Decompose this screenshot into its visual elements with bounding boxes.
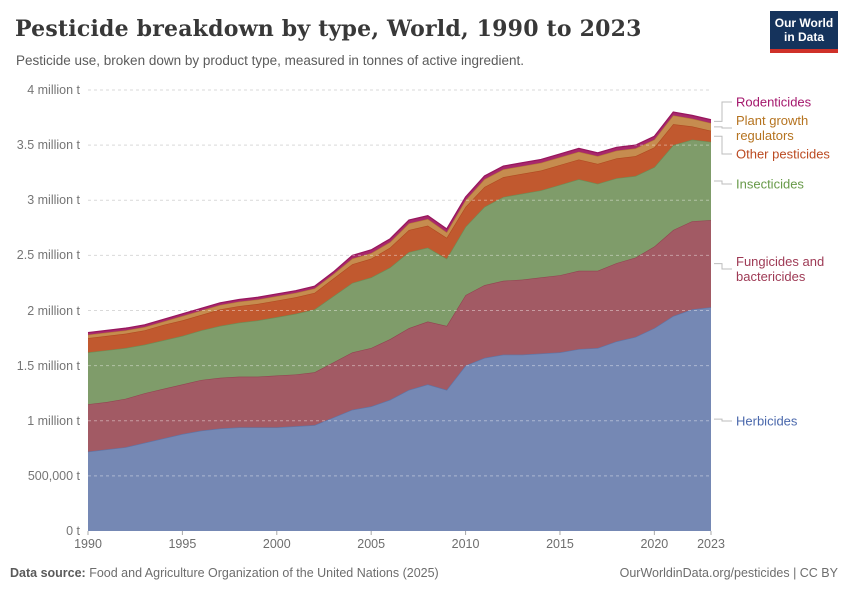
chart-subtitle: Pesticide use, broken down by product ty…	[16, 53, 525, 68]
data-source-label: Data source:	[10, 566, 86, 580]
legend-label-plant-growth-regulators[interactable]: Plant growth regulators	[736, 113, 809, 143]
area-insecticides	[88, 139, 711, 405]
legend-connector-rodenticides	[714, 101, 732, 122]
legend-connector-plant-growth-regulators	[714, 126, 732, 129]
y-tick-label: 2.5 million t	[16, 248, 80, 263]
y-tick-label: 3.5 million t	[16, 138, 80, 153]
legend-label-fungicides-and-bactericides[interactable]: Fungicides and bactericides	[736, 254, 825, 284]
y-tick-label: 500,000 t	[27, 468, 80, 483]
x-tick-label: 2000	[262, 537, 291, 551]
owid-logo-line2: in Data	[783, 30, 824, 44]
x-tick-label: 2005	[357, 537, 386, 551]
legend-connector-fungicides-and-bactericides	[714, 263, 732, 270]
credit-link[interactable]: OurWorldinData.org/pesticides | CC BY	[619, 566, 838, 580]
owid-logo: Our World in Data	[770, 11, 838, 53]
legend-label-other-pesticides[interactable]: Other pesticides	[736, 146, 830, 162]
y-tick-label: 2 million t	[27, 303, 80, 318]
area-other-pesticides	[88, 124, 711, 353]
y-tick-label: 1.5 million t	[16, 358, 80, 373]
chart-footer: Data source: Food and Agriculture Organi…	[0, 560, 850, 600]
y-tick-label: 1 million t	[27, 413, 80, 428]
x-tick-label: 1995	[168, 537, 197, 551]
legend-connector-herbicides	[714, 418, 732, 422]
x-tick-label: 2023	[697, 537, 725, 551]
area-herbicides	[88, 307, 711, 531]
legend-connector-other-pesticides	[714, 135, 732, 155]
y-tick-label: 3 million t	[27, 193, 80, 208]
data-source-text: Food and Agriculture Organization of the…	[85, 566, 439, 580]
y-tick-label: 0 t	[66, 524, 80, 538]
legend-connector-insecticides	[714, 180, 732, 185]
x-tick-label: 2015	[546, 537, 574, 551]
x-tick-label: 2010	[451, 537, 480, 551]
data-source-note: Data source: Food and Agriculture Organi…	[10, 566, 439, 580]
legend-label-insecticides[interactable]: Insecticides	[736, 176, 804, 192]
owid-logo-red-bar	[770, 49, 838, 53]
x-tick-label: 2020	[640, 537, 669, 551]
page-title: Pesticide breakdown by type, World, 1990…	[15, 16, 642, 42]
line-rodenticides	[87, 111, 712, 334]
y-tick-label: 4 million t	[27, 83, 80, 97]
x-tick-label: 1990	[74, 537, 102, 551]
area-fungicides-and-bactericides	[88, 220, 711, 452]
legend-label-rodenticides[interactable]: Rodenticides	[736, 94, 812, 110]
legend-label-herbicides[interactable]: Herbicides	[736, 413, 798, 429]
owid-logo-text: Our World in Data	[770, 16, 838, 44]
owid-logo-line1: Our World	[774, 16, 834, 30]
